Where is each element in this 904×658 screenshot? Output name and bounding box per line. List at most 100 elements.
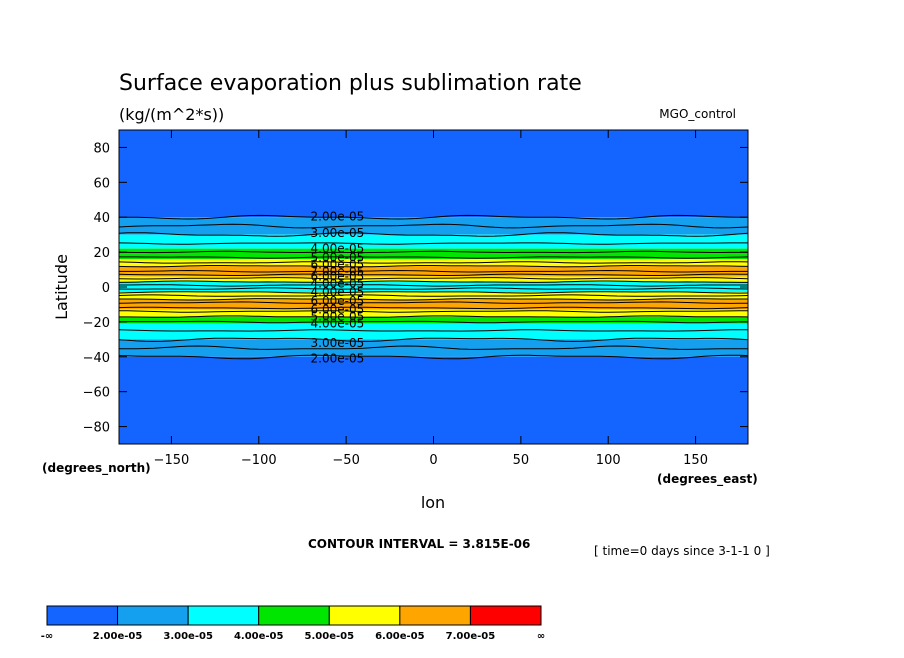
contour-line: [118, 261, 749, 264]
contour-label: 4.00e-05: [311, 317, 365, 331]
contour-line: [118, 280, 748, 283]
y-tick-label: 40: [93, 211, 110, 226]
contour-line: [118, 294, 749, 297]
chart-title: Surface evaporation plus sublimation rat…: [119, 71, 582, 96]
contour-lines: [118, 214, 749, 360]
colorbar-swatch: [399, 605, 471, 626]
x-tick-label: −150: [154, 453, 190, 468]
y-tick-label: −20: [83, 316, 110, 331]
x-tick-label: 50: [513, 453, 530, 468]
y-tick-label: −80: [83, 421, 110, 436]
colorbar-swatch: [117, 605, 189, 626]
contour-label: 7.00e-05: [311, 264, 365, 278]
contour-label: 3.00e-05: [311, 226, 365, 240]
colorbar-label: 4.00e-05: [234, 631, 284, 642]
colorbar-swatch: [187, 605, 260, 626]
time-note: [ time=0 days since 3-1-1 0 ]: [594, 544, 770, 558]
lat-band: [119, 281, 748, 293]
colorbar-swatch: [328, 605, 401, 626]
lat-band: [119, 299, 748, 310]
contour-line: [119, 315, 749, 318]
contour-line: [118, 273, 749, 276]
colorbar-label: 2.00e-05: [93, 631, 143, 642]
dataset-label: MGO_control: [659, 107, 736, 121]
x-tick-label: 100: [596, 453, 621, 468]
colorbar-label: 7.00e-05: [446, 631, 496, 642]
contour-line: [118, 337, 749, 342]
y-tick-label: 0: [102, 281, 110, 296]
x-tick-label: −50: [332, 453, 359, 468]
lat-band: [119, 309, 748, 317]
contour-line: [119, 310, 748, 313]
x-tick-label: 150: [683, 453, 708, 468]
colorbar-label: 3.00e-05: [163, 631, 213, 642]
contour-label: 5.00e-05: [311, 250, 365, 264]
colorbar-swatch: [258, 605, 330, 626]
contour-label: 2.00e-05: [311, 209, 365, 223]
lat-band: [119, 323, 748, 340]
y-tick-label: 80: [93, 141, 110, 156]
contour-label: 4.00e-05: [311, 277, 365, 291]
contour-line: [119, 250, 748, 254]
contour-label: 6.00e-05: [311, 294, 365, 308]
contour-line: [118, 223, 749, 229]
y-tick-label: 60: [93, 176, 110, 191]
contour-line: [118, 277, 749, 280]
contour-label: 4.00e-05: [311, 242, 365, 256]
x-tick-label: 0: [429, 453, 437, 468]
contour-line: [119, 269, 748, 273]
contour-line: [118, 242, 748, 245]
contour-label: 5.00e-05: [311, 310, 365, 324]
plot-area: [119, 130, 748, 444]
x-tick-label: −100: [241, 453, 277, 468]
contour-line: [118, 291, 749, 294]
colorbar-label: 6.00e-05: [375, 631, 425, 642]
contour-line: [118, 320, 749, 324]
colorbar: -∞ 2.00e-05 3.00e-05 4.00e-05 5.00e-05 6.00e-…: [41, 605, 545, 642]
lat-band: [119, 234, 748, 249]
lat-band: [119, 316, 748, 324]
contour-line: [118, 354, 749, 360]
contour-line: [118, 301, 749, 304]
lat-band: [119, 217, 748, 235]
contour-line: [118, 345, 748, 350]
axes: −150 −100 −50 0 50 100 150 80 60 40 20 0 −20 −40 −60 −8…: [83, 129, 749, 468]
y-tick-label: −40: [83, 351, 110, 366]
lat-band: [119, 292, 748, 300]
colorbar-swatch: [469, 605, 542, 626]
x-units-label: (degrees_east): [657, 472, 758, 487]
contour-line: [119, 214, 748, 220]
contour-label: 3.00e-05: [311, 336, 365, 350]
contour-line: [118, 232, 749, 237]
y-tick-label: −60: [83, 386, 110, 401]
contour-label: 6.00e-05: [311, 303, 365, 317]
x-axis-label: lon: [421, 493, 445, 512]
colorbar-swatch: [46, 605, 119, 626]
contour-line: [119, 284, 748, 287]
contour-label: 4.00e-05: [311, 285, 365, 299]
lat-band: [119, 248, 748, 260]
y-units-label: (degrees_north): [42, 461, 151, 476]
lat-band: [119, 276, 748, 282]
contour-label: 6.00e-05: [311, 257, 365, 271]
contour-interval: CONTOUR INTERVAL = 3.815E-06: [308, 537, 530, 551]
contour-labels: 2.00e-053.00e-054.00e-055.00e-056.00e-05…: [311, 209, 365, 365]
y-axis-label: Latitude: [52, 254, 71, 320]
contour-line: [118, 265, 749, 268]
chart-units: (kg/(m^2*s)): [119, 105, 224, 124]
contour-line: [119, 256, 749, 259]
colorbar-label: -∞: [41, 631, 53, 642]
contour-label: 2.00e-05: [311, 352, 365, 366]
contour-label: 6.00e-05: [311, 270, 365, 284]
contour-line: [118, 329, 748, 332]
contour-line: [118, 306, 749, 310]
contour-line: [118, 287, 749, 290]
lat-band: [119, 339, 748, 357]
colorbar-label: 5.00e-05: [305, 631, 355, 642]
colorbar-label: ∞: [537, 631, 545, 642]
lat-band: [119, 130, 748, 218]
lat-band: [119, 356, 748, 444]
contour-line: [119, 298, 748, 301]
y-tick-label: 20: [93, 246, 110, 261]
